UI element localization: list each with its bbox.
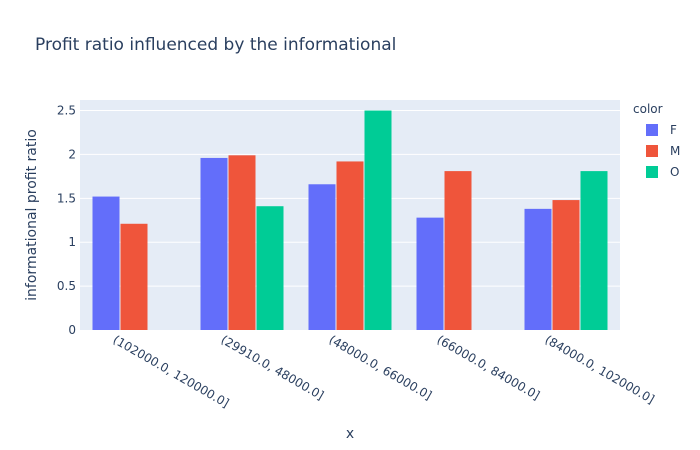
legend-label-f[interactable]: F <box>670 123 677 137</box>
bar-m-4 <box>552 200 580 330</box>
legend: color FMO <box>633 102 680 179</box>
bar-f-3 <box>416 217 444 330</box>
y-tick-label: 0 <box>68 323 76 337</box>
bar-f-2 <box>308 184 336 330</box>
x-tick-label: (84000.0, 102000.0] <box>543 332 657 406</box>
bar-o-2 <box>364 110 392 330</box>
legend-swatch-m[interactable] <box>646 145 658 157</box>
y-tick-label: 1 <box>68 235 76 249</box>
legend-label-o[interactable]: O <box>670 165 679 179</box>
x-axis-ticks: (102000.0, 120000.0](29910.0, 48000.0] (4… <box>111 332 657 410</box>
bar-o-1 <box>256 206 284 330</box>
x-axis-title: x <box>346 426 354 442</box>
x-tick-label: (102000.0, 120000.0] <box>111 332 232 410</box>
y-tick-label: 1.5 <box>57 191 76 205</box>
y-axis-ticks: 0 0.5 1 1.5 2 2.5 <box>57 104 76 337</box>
x-tick-label: (66000.0, 84000.0] <box>435 332 543 402</box>
y-tick-label: 0.5 <box>57 279 76 293</box>
y-tick-label: 2 <box>68 147 76 161</box>
x-tick-label: (48000.0, 66000.0] <box>327 332 435 402</box>
bar-f-0 <box>92 196 120 330</box>
legend-swatch-f[interactable] <box>646 124 658 136</box>
bar-f-1 <box>200 157 228 330</box>
legend-label-m[interactable]: M <box>670 144 680 158</box>
bars <box>92 110 608 330</box>
bar-m-0 <box>120 223 148 330</box>
bar-f-4 <box>524 208 552 330</box>
bar-m-2 <box>336 161 364 330</box>
x-tick-label: (29910.0, 48000.0] <box>219 332 327 402</box>
bar-o-4 <box>580 171 608 330</box>
chart-title: Profit ratio influenced by the informati… <box>35 35 396 55</box>
y-tick-label: 2.5 <box>57 104 76 118</box>
legend-title: color <box>633 102 663 116</box>
y-axis-title: informational profit ratio <box>24 129 40 301</box>
bar-m-1 <box>228 155 256 330</box>
legend-swatch-o[interactable] <box>646 166 658 178</box>
bar-m-3 <box>444 171 472 330</box>
